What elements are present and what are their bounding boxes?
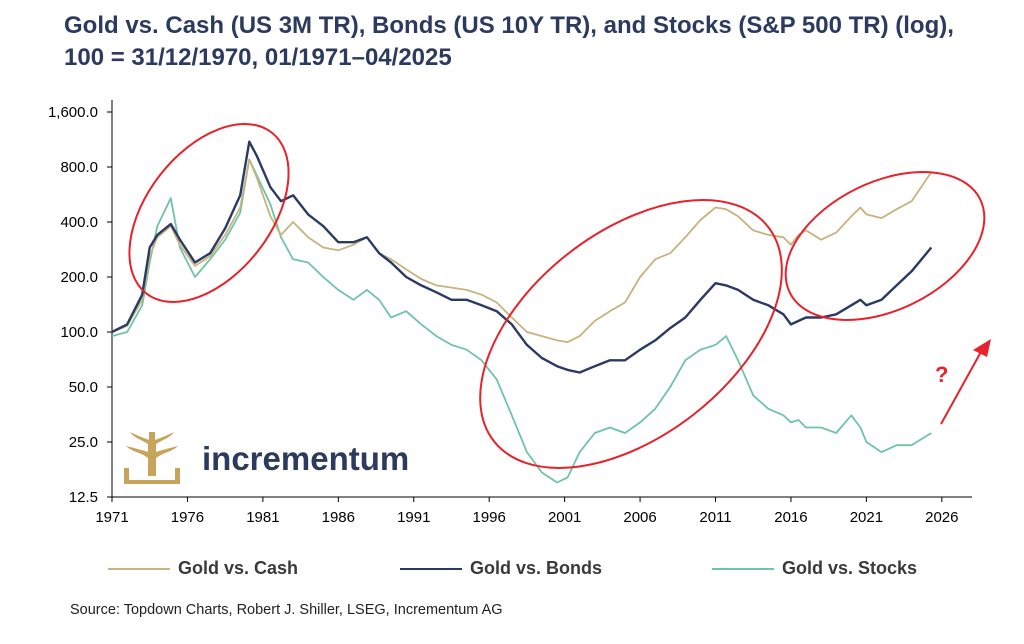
y-tick-label: 1,600.0 [48,104,98,121]
incrementum-logo: incrementum [124,432,409,484]
arrow-head-icon [973,339,991,357]
y-tick-label: 50.0 [69,379,98,396]
y-tick-label: 400.0 [60,214,98,231]
legend-label-stocks: Gold vs. Stocks [782,558,918,578]
x-tick-label: 2016 [774,509,807,526]
x-tick-label: 2021 [850,509,883,526]
source-note: Source: Topdown Charts, Robert J. Shille… [70,602,503,618]
legend-item-bonds: Gold vs. Bonds [400,558,602,579]
annotation-ellipse-2020s [784,171,986,321]
chart-axes [111,100,972,498]
question-mark: ? [935,362,948,387]
annotation-layer [128,123,986,469]
legend-swatch-cash [108,567,170,570]
x-tick-label: 1996 [473,509,506,526]
x-tick-label: 1971 [95,509,128,526]
y-tick-label: 25.0 [69,434,98,451]
logo-text: incrementum [202,440,409,477]
chart-title: Gold vs. Cash (US 3M TR), Bonds (US 10Y … [64,12,954,71]
trend-arrow [940,339,991,425]
x-tick-label: 2026 [925,509,958,526]
series-line-gold-vs-bonds [111,140,933,374]
x-tick-label: 1976 [171,509,204,526]
y-tick-label: 200.0 [60,269,98,286]
x-tick-label: 2011 [699,509,731,526]
y-tick-label: 100.0 [60,324,98,341]
series-layer [111,140,933,484]
arrow-shaft [940,349,983,425]
legend-swatch-stocks [712,567,774,570]
x-axis-ticks: 1971 1976 1981 1986 1991 1996 2001 2006 2011 2016… [95,497,959,526]
tree-logo-icon [124,432,180,484]
annotation-ellipse-1970s [128,123,290,303]
y-tick-label: 800.0 [60,159,98,176]
chart-legend: Gold vs. Cash Gold vs. Bonds Gold vs. St… [0,558,1024,586]
legend-label-cash: Gold vs. Cash [178,558,299,578]
annotation-ellipse-2000s [479,199,783,469]
x-tick-label: 1986 [322,509,355,526]
legend-swatch-bonds [400,567,462,570]
y-axis-ticks: 12.5 25.0 50.0 100.0 200.0 400.0 800.0 1,600.0 [48,104,112,506]
x-tick-label: 1981 [246,509,279,526]
x-tick-label: 1991 [397,509,430,526]
line-chart: 12.525.050.0100.0200.0400.0800.01,600.0 … [48,100,991,526]
x-tick-label: 2001 [548,509,581,526]
legend-label-bonds: Gold vs. Bonds [470,558,603,578]
legend-item-cash: Gold vs. Cash [108,558,298,579]
y-tick-label: 12.5 [69,489,98,506]
legend-item-stocks: Gold vs. Stocks [712,558,917,579]
x-tick-label: 2006 [623,509,656,526]
series-line-gold-vs-cash [111,158,933,344]
